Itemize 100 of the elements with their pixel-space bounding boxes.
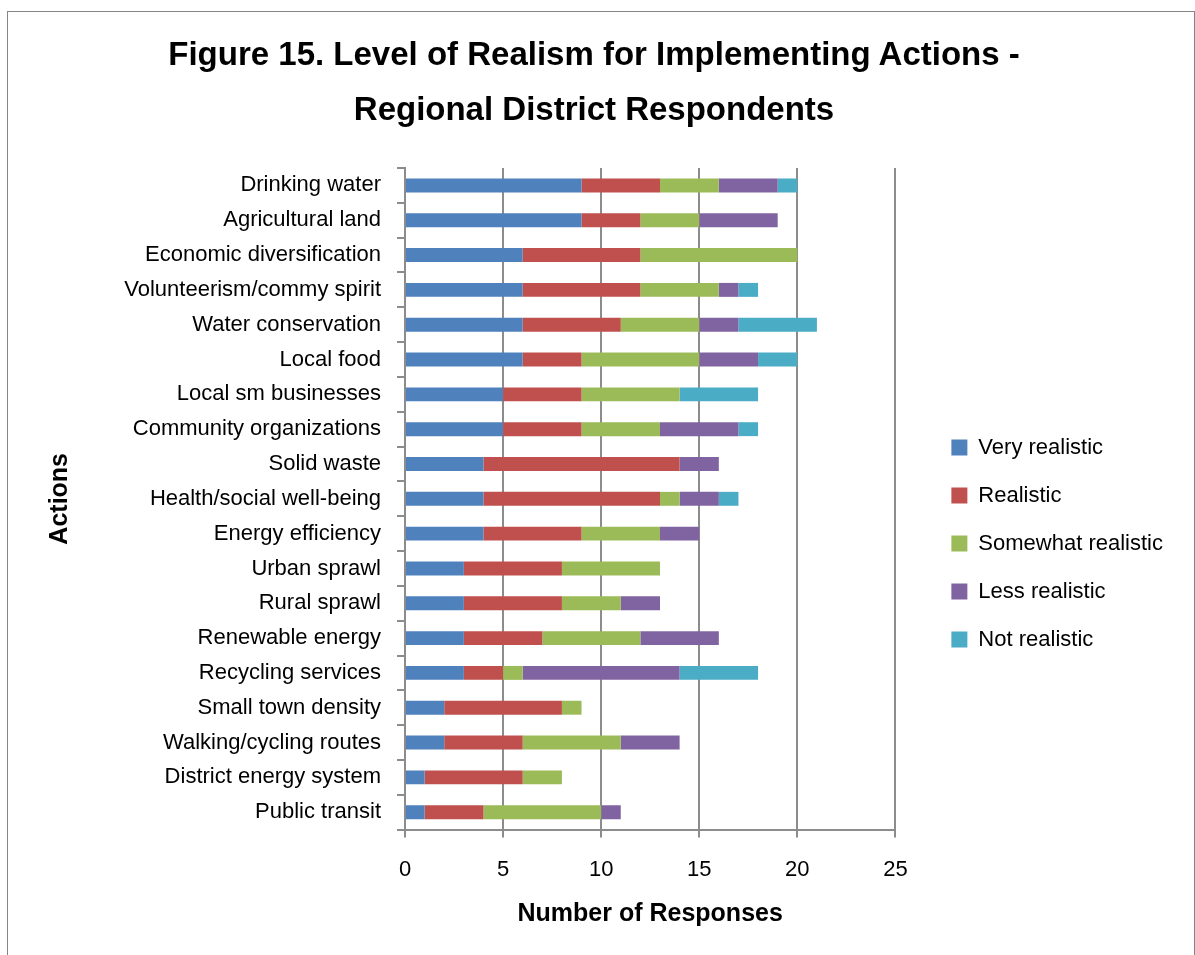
bar <box>601 805 621 820</box>
legend-label: Very realistic <box>978 433 1104 459</box>
bar <box>522 352 582 367</box>
bar <box>679 387 759 402</box>
bar <box>620 317 700 332</box>
bar <box>406 631 464 646</box>
bar <box>444 700 562 715</box>
bar <box>679 665 759 680</box>
bar <box>620 596 660 611</box>
bar <box>406 282 523 297</box>
bar <box>424 770 523 785</box>
bar <box>406 596 464 611</box>
bar <box>406 735 445 750</box>
bar <box>406 561 464 576</box>
bar <box>640 282 719 297</box>
bar <box>581 387 680 402</box>
bar <box>718 282 739 297</box>
bar <box>522 282 641 297</box>
bar <box>406 770 425 785</box>
bar <box>699 317 739 332</box>
bar <box>758 352 798 367</box>
bar <box>406 457 484 471</box>
y-tick-label: Rural sprawl <box>258 589 381 615</box>
bar <box>718 178 778 193</box>
legend-label: Not realistic <box>978 625 1094 651</box>
y-tick-label: Public transit <box>255 798 381 824</box>
y-tick-label: Local food <box>279 345 381 371</box>
bar <box>659 178 719 193</box>
bar <box>406 700 445 715</box>
bar <box>483 526 582 541</box>
bar <box>406 805 425 820</box>
bar <box>463 561 562 576</box>
y-axis-title: Actions <box>43 452 72 545</box>
bar <box>406 317 523 332</box>
y-tick-label: Community organizations <box>132 415 381 441</box>
legend-label: Somewhat realistic <box>978 529 1164 555</box>
y-tick-label: Volunteerism/commy spirit <box>124 275 381 301</box>
chart-title: Figure 15. Level of Realism for Implementing Actions - Regional District Respondents <box>168 34 1020 127</box>
bar <box>406 422 504 437</box>
bar <box>463 631 543 646</box>
bar <box>777 178 798 193</box>
bar <box>561 700 582 715</box>
bar <box>483 457 680 471</box>
bar <box>699 213 778 228</box>
bar <box>406 665 464 680</box>
bar <box>406 213 582 228</box>
bar <box>424 805 484 820</box>
y-tick-label: Local sm businesses <box>176 380 381 406</box>
y-tick-label: Health/social well-being <box>149 484 381 510</box>
y-tick-label: Economic diversification <box>145 241 381 267</box>
y-tick-label: Water conservation <box>192 310 381 336</box>
bar <box>463 596 562 611</box>
bar <box>503 422 582 437</box>
bar <box>522 770 562 785</box>
x-tick-label: 20 <box>785 855 810 881</box>
bar <box>659 526 700 541</box>
x-tick-label: 0 <box>398 855 412 881</box>
bar <box>406 352 523 367</box>
bar <box>406 491 484 506</box>
y-tick-label: Solid waste <box>268 450 381 476</box>
bar <box>659 422 739 437</box>
legend-label: Less realistic <box>978 577 1106 603</box>
bar <box>463 665 504 680</box>
bar <box>444 735 523 750</box>
bar <box>581 352 700 367</box>
bar <box>738 317 817 332</box>
bar <box>406 248 523 263</box>
bar <box>640 248 798 263</box>
bar <box>738 282 759 297</box>
legend-label: Realistic <box>978 481 1062 507</box>
bar <box>679 491 719 506</box>
bar <box>679 457 719 471</box>
bar <box>561 596 621 611</box>
x-tick-label: 25 <box>883 855 908 881</box>
bar <box>522 248 641 263</box>
y-tick-label: Drinking water <box>240 171 381 197</box>
x-tick-label: 15 <box>686 855 712 881</box>
bar <box>581 178 660 193</box>
x-tick-label: 10 <box>588 855 614 881</box>
bar <box>659 491 680 506</box>
y-tick-label: Renewable energy <box>197 624 381 650</box>
bar <box>522 735 621 750</box>
y-tick-label: Recycling services <box>198 658 381 684</box>
bar <box>522 317 621 332</box>
x-axis-title: Number of Responses <box>517 898 783 927</box>
bar <box>581 422 660 437</box>
bar <box>718 491 739 506</box>
y-tick-label: Agricultural land <box>223 206 381 232</box>
bar <box>561 561 660 576</box>
bar <box>640 631 719 646</box>
bar <box>542 631 641 646</box>
bar <box>738 422 759 437</box>
y-tick-label: Walking/cycling routes <box>162 728 381 754</box>
y-tick-label: Small town density <box>197 693 381 719</box>
y-tick-label: Urban sprawl <box>251 554 381 580</box>
bar <box>522 665 680 680</box>
bar <box>581 526 660 541</box>
bar <box>640 213 700 228</box>
bar <box>581 213 641 228</box>
bar <box>406 387 504 402</box>
